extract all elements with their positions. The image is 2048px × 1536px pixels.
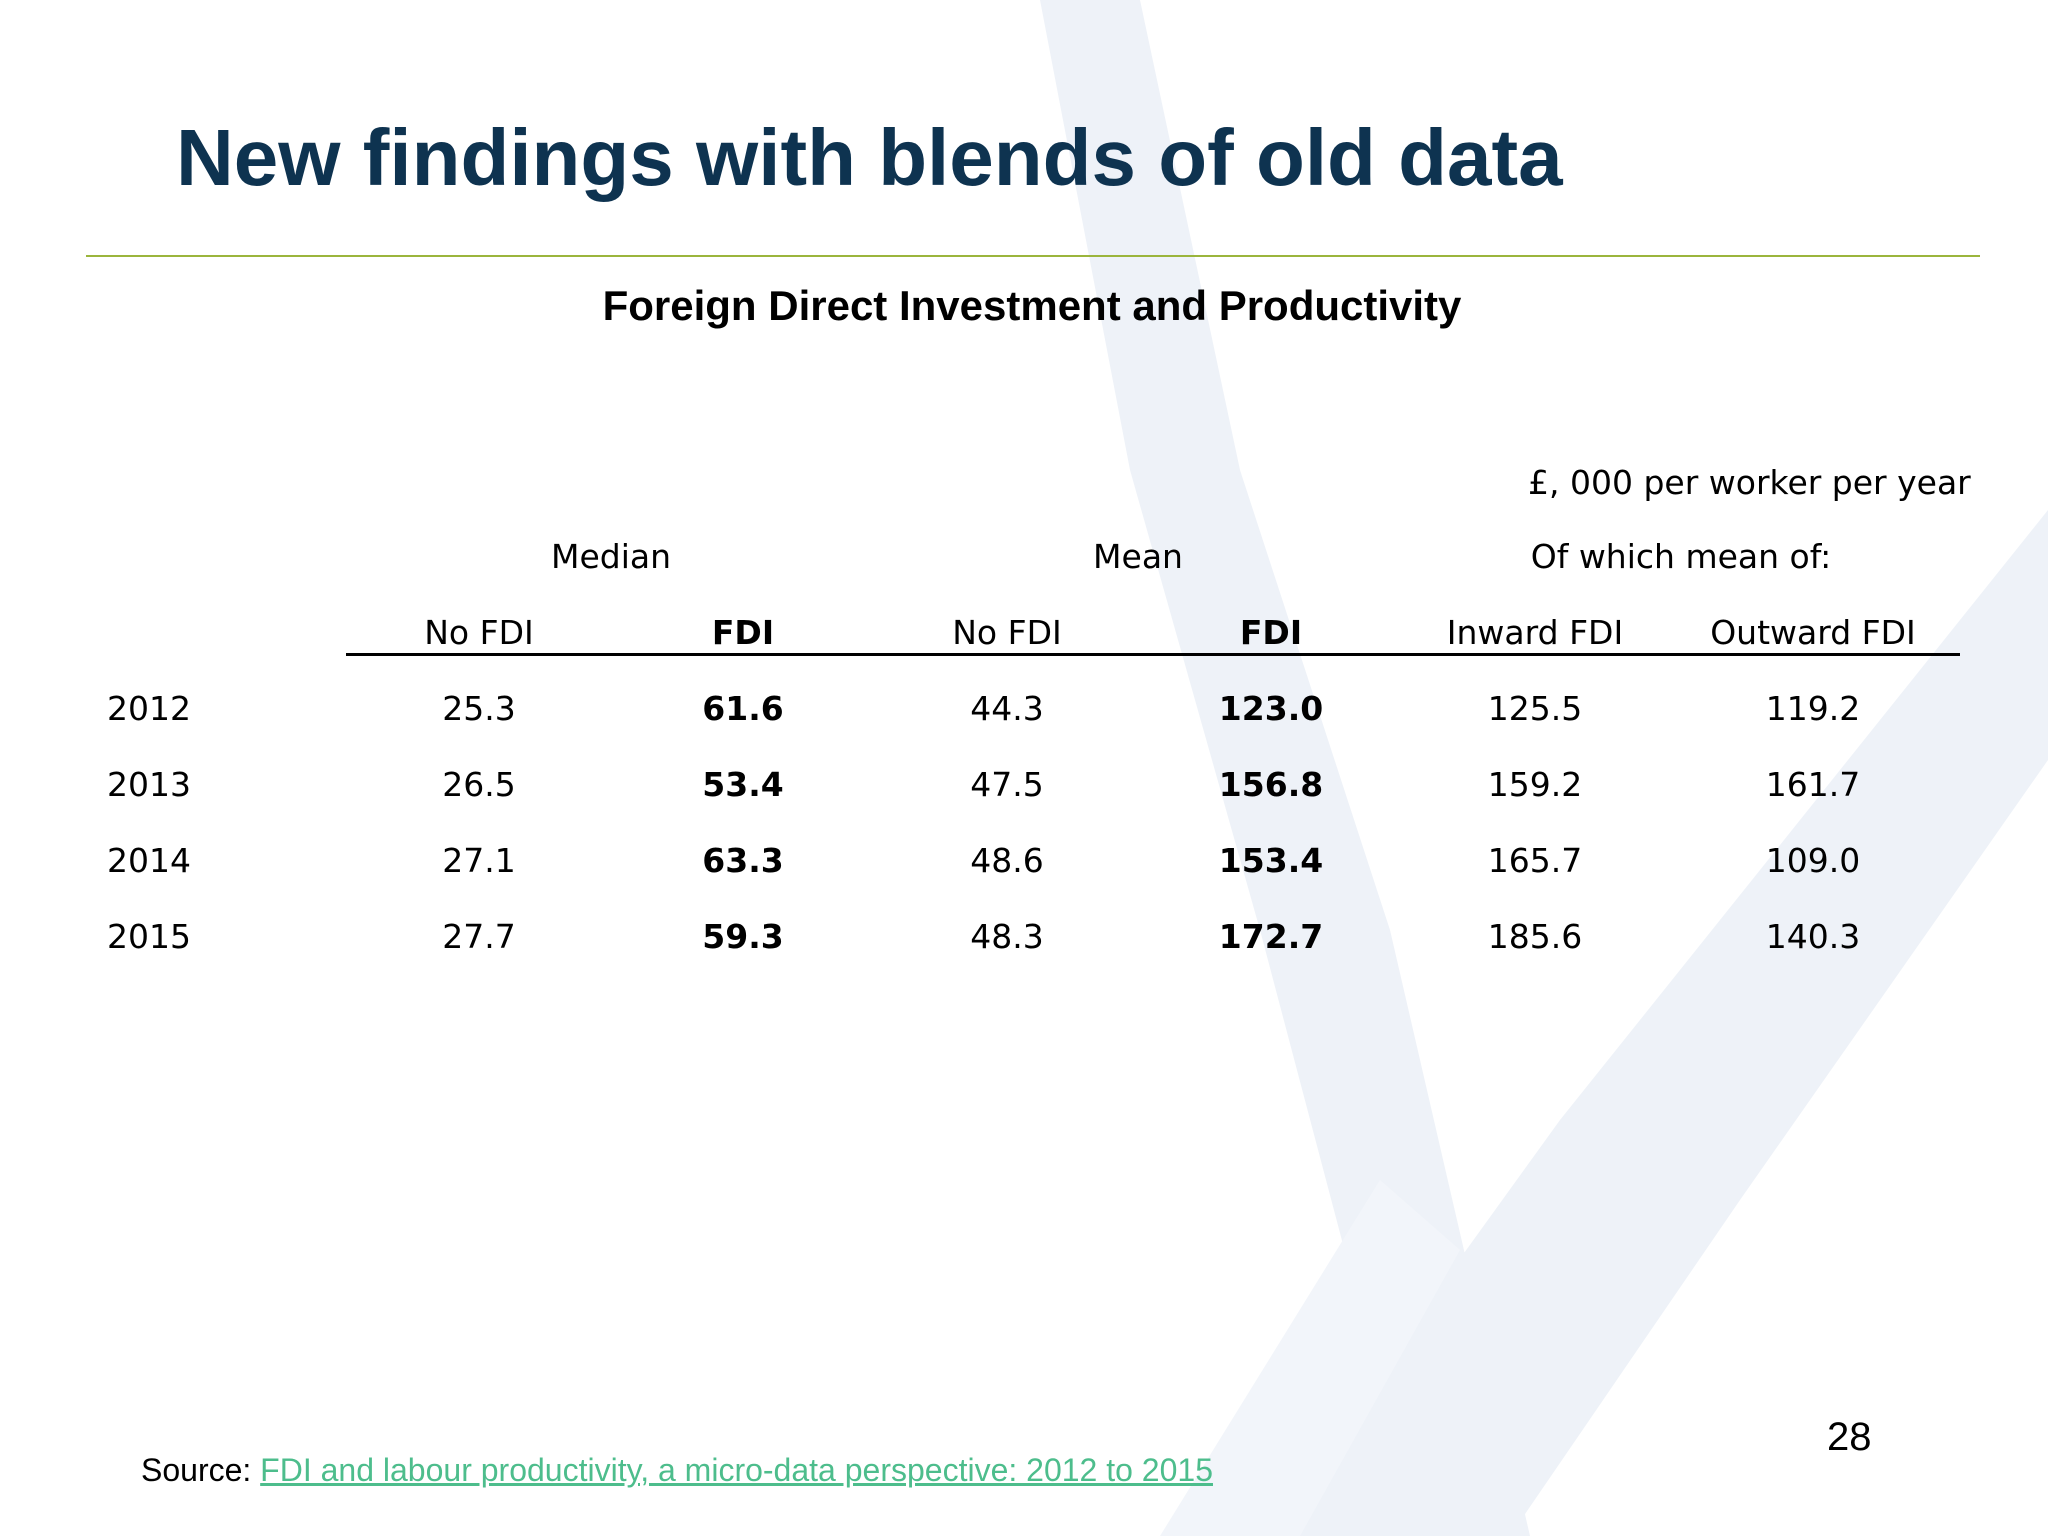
cell-median-no-fdi: 26.5	[442, 765, 516, 804]
cell-inward-fdi: 159.2	[1487, 765, 1583, 804]
page-number: 28	[1827, 1415, 1872, 1459]
cell-inward-fdi: 185.6	[1487, 917, 1583, 956]
cell-mean-no-fdi: 48.3	[970, 917, 1044, 956]
group-header-of-which: Of which mean of:	[1530, 537, 1832, 576]
column-header-outward-fdi: Outward FDI	[1710, 613, 1916, 652]
units-label: £, 000 per worker per year	[1528, 463, 1971, 502]
column-header-median-fdi: FDI	[711, 613, 775, 652]
cell-outward-fdi: 119.2	[1765, 689, 1861, 728]
group-header-median: Median	[550, 537, 672, 576]
column-header-median-no-fdi: No FDI	[424, 613, 534, 652]
cell-mean-fdi: 123.0	[1218, 689, 1324, 728]
cell-mean-fdi: 172.7	[1218, 917, 1324, 956]
row-year: 2012	[107, 689, 191, 728]
cell-outward-fdi: 140.3	[1765, 917, 1861, 956]
row-year: 2013	[107, 765, 191, 804]
table-title: Foreign Direct Investment and Productivi…	[602, 282, 1462, 329]
cell-outward-fdi: 161.7	[1765, 765, 1861, 804]
table-header-rule	[346, 653, 1960, 656]
cell-inward-fdi: 165.7	[1487, 841, 1583, 880]
column-header-inward-fdi: Inward FDI	[1446, 613, 1624, 652]
cell-mean-fdi: 153.4	[1218, 841, 1324, 880]
cell-mean-no-fdi: 44.3	[970, 689, 1044, 728]
cell-median-no-fdi: 27.7	[442, 917, 516, 956]
title-divider	[86, 255, 1980, 257]
cell-outward-fdi: 109.0	[1765, 841, 1861, 880]
cell-inward-fdi: 125.5	[1487, 689, 1583, 728]
row-year: 2015	[107, 917, 191, 956]
cell-median-fdi: 63.3	[702, 841, 784, 880]
cell-median-fdi: 59.3	[702, 917, 784, 956]
cell-mean-no-fdi: 48.6	[970, 841, 1044, 880]
cell-median-fdi: 53.4	[702, 765, 784, 804]
cell-median-no-fdi: 25.3	[442, 689, 516, 728]
cell-mean-no-fdi: 47.5	[970, 765, 1044, 804]
column-header-mean-fdi: FDI	[1239, 613, 1303, 652]
source-prefix: Source:	[141, 1452, 261, 1488]
cell-mean-fdi: 156.8	[1218, 765, 1324, 804]
slide-title: New findings with blends of old data	[176, 113, 1563, 202]
source-citation: Source: FDI and labour productivity, a m…	[141, 1452, 1213, 1489]
cell-median-fdi: 61.6	[702, 689, 784, 728]
cell-median-no-fdi: 27.1	[442, 841, 516, 880]
column-header-mean-no-fdi: No FDI	[952, 613, 1062, 652]
source-link[interactable]: FDI and labour productivity, a micro-dat…	[260, 1452, 1213, 1488]
row-year: 2014	[107, 841, 191, 880]
group-header-mean: Mean	[1093, 537, 1183, 576]
